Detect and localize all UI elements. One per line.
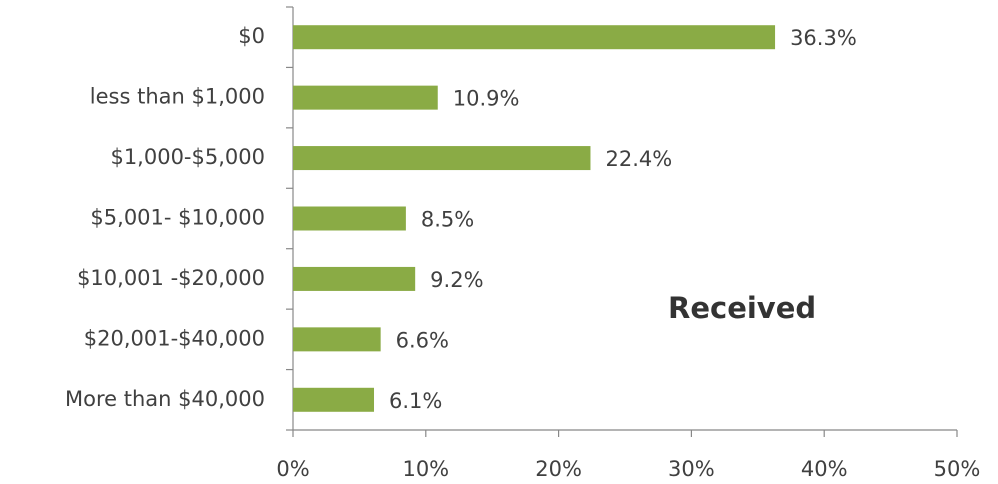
x-tick-label: 20% — [535, 457, 582, 481]
bar — [293, 206, 406, 231]
y-tick-label: $1,000-$5,000 — [110, 145, 265, 169]
bar — [293, 85, 438, 110]
value-label: 10.9% — [453, 87, 520, 111]
bar — [293, 146, 591, 171]
x-tick-label: 30% — [668, 457, 715, 481]
annotation: Received — [668, 291, 816, 325]
x-tick-label: 40% — [801, 457, 848, 481]
bar — [293, 25, 776, 50]
value-label: 6.6% — [396, 328, 449, 352]
y-tick-label: $20,001-$40,000 — [84, 326, 265, 350]
value-label: 9.2% — [430, 268, 483, 292]
y-tick-label: $5,001- $10,000 — [90, 206, 265, 230]
bar — [293, 387, 375, 412]
x-tick-label: 10% — [402, 457, 449, 481]
y-tick-label: $10,001 -$20,000 — [77, 266, 265, 290]
bar — [293, 266, 416, 291]
value-label: 6.1% — [389, 389, 442, 413]
x-tick-label: 0% — [276, 457, 309, 481]
value-label: 36.3% — [790, 26, 857, 50]
y-tick-label: $0 — [238, 24, 265, 48]
value-label: 22.4% — [605, 147, 672, 171]
x-tick-label: 50% — [934, 457, 981, 481]
y-tick-label: More than $40,000 — [65, 387, 265, 411]
y-tick-label: less than $1,000 — [90, 85, 265, 109]
value-label: 8.5% — [421, 208, 474, 232]
bar — [293, 327, 381, 352]
